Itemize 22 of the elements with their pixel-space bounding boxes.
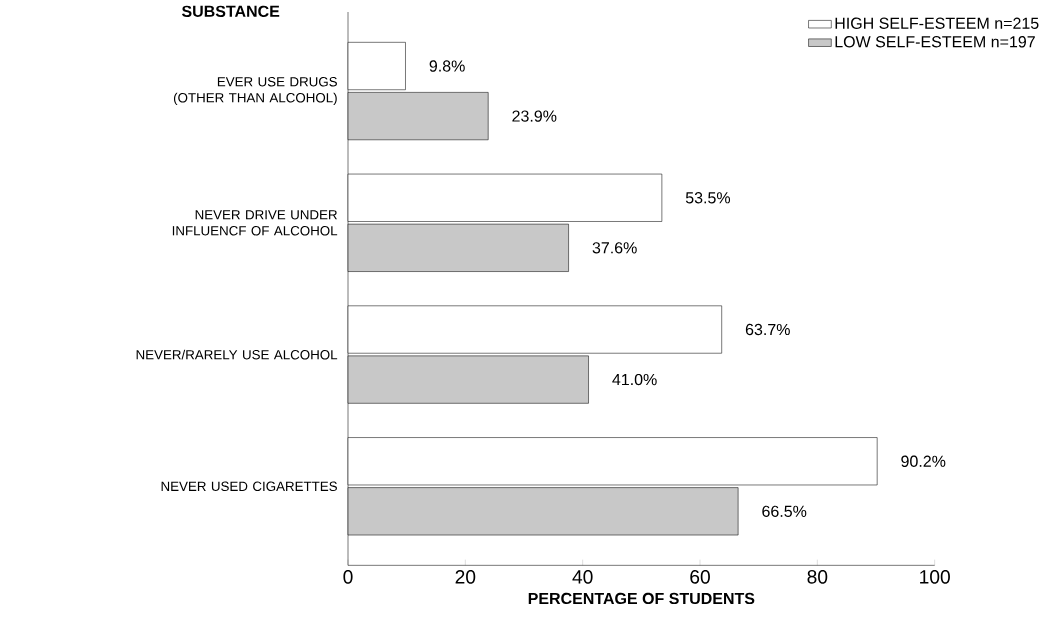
y-tick-label: NEVER DRIVE UNDER INFLUENCF OF ALCOHOL <box>172 210 338 236</box>
data-label: 90.2% <box>901 455 946 467</box>
x-tick-label: 80 <box>807 570 828 584</box>
data-label: 53.5% <box>685 192 731 204</box>
legend-label: LOW SELF-ESTEEM n=197 <box>835 36 1035 48</box>
data-label: 63.7% <box>745 323 790 336</box>
x-tick-label: 60 <box>690 570 710 584</box>
x-axis-title: PERCENTAGE OF STUDENTS <box>528 592 755 605</box>
y-tick-label: EVER USE DRUGS (OTHER THAN ALCOHOL) <box>173 77 337 106</box>
data-label: 66.5% <box>762 505 807 517</box>
y-axis-title: SUBSTANCE <box>181 5 280 17</box>
x-tick-label: 100 <box>920 570 950 584</box>
data-label: 37.6% <box>592 242 637 254</box>
x-tick-label: 0 <box>343 570 353 584</box>
x-tick-label: 40 <box>572 570 593 584</box>
y-tick-label: NEVER USED CIGARETTES <box>161 481 337 492</box>
data-label: 23.9% <box>512 110 557 122</box>
y-tick-label: NEVER/RARELY USE ALCOHOL <box>136 349 338 360</box>
data-label: 41.0% <box>612 373 657 386</box>
x-tick-label: 20 <box>455 570 476 584</box>
data-label: 9.8% <box>429 60 465 72</box>
legend-label: HIGH SELF-ESTEEM n=215 <box>835 17 1039 29</box>
